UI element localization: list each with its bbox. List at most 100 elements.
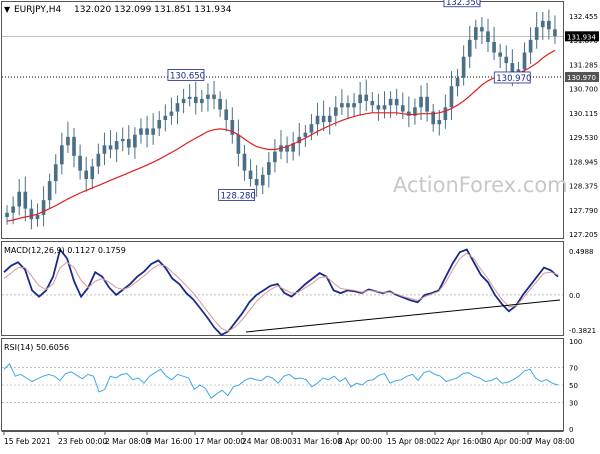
candle-body <box>224 109 229 120</box>
price-tick-label: 131.285 <box>569 61 598 69</box>
time-tick-label: 22 Apr 16:00 <box>435 437 484 446</box>
candle-body <box>394 98 399 106</box>
rsi-plot <box>2 363 563 403</box>
time-tick-label: 2 Mar 08:00 <box>105 437 151 446</box>
candle-body <box>443 107 448 120</box>
time-tick-label: 30 Apr 00:00 <box>482 437 531 446</box>
candle-body <box>516 69 521 74</box>
rsi-line <box>3 363 559 399</box>
candle-body <box>407 111 411 116</box>
price-annotation-box <box>493 71 531 84</box>
candle-body <box>114 141 119 150</box>
candle-body <box>431 111 436 125</box>
candle-body <box>382 105 387 110</box>
current-price-label: 131.934 <box>567 33 596 41</box>
candle-body <box>139 128 143 135</box>
price-tick-label: 128.945 <box>569 158 598 166</box>
candle-body <box>413 107 417 116</box>
candle-body <box>553 29 557 37</box>
candle-body <box>309 124 314 133</box>
candle-body <box>388 98 393 106</box>
candle-body <box>78 155 82 171</box>
rsi-title: RSI(14) 50.6056 <box>4 343 69 352</box>
candle-body <box>206 94 210 99</box>
candle-body <box>455 77 460 87</box>
macd-tick-label: 0.0 <box>569 292 580 300</box>
candle-body <box>29 208 34 220</box>
price-tick-label: 127.790 <box>569 207 598 215</box>
candle-body <box>72 136 76 156</box>
rsi-tick-label: 70 <box>569 364 578 372</box>
price-annotation-label: 128.280 <box>221 191 256 201</box>
candle-body <box>53 164 58 182</box>
candle-body <box>47 181 52 201</box>
macd-title: MACD(12,26,9) 0.1127 0.1759 <box>4 246 126 255</box>
symbol-dropdown-arrow[interactable]: ▼ <box>4 5 11 14</box>
candle-body <box>492 41 496 53</box>
candle-body <box>126 138 131 148</box>
rsi-panel-frame <box>1 338 564 431</box>
candle-body <box>340 103 344 108</box>
candle-body <box>120 138 125 142</box>
candle-body <box>285 145 289 152</box>
price-tick-label: 128.375 <box>569 183 598 191</box>
candle-body <box>108 145 113 150</box>
macd-plot <box>2 247 563 337</box>
candle-body <box>297 136 302 144</box>
price-plot: 130.650 128.280 132.350 130.970 <box>2 0 563 230</box>
candle-body <box>522 52 527 70</box>
price-annotation-label: 130.650 <box>170 71 205 81</box>
candle-body <box>266 162 271 175</box>
candle-body <box>315 115 320 125</box>
time-tick-label: 15 Apr 08:00 <box>387 437 436 446</box>
candle-body <box>212 94 216 99</box>
price-tick-label: 130.115 <box>569 110 598 118</box>
candle-body <box>236 134 241 154</box>
candle-body <box>66 136 70 146</box>
candle-body <box>23 191 28 209</box>
time-tick-label: 8 Apr 00:00 <box>338 437 382 446</box>
candle-body <box>96 153 101 167</box>
candle-body <box>230 120 235 135</box>
ohlc-readout: 132.020 132.099 131.851 131.934 <box>74 5 232 15</box>
macd-panel-frame <box>1 241 564 336</box>
candle-body <box>169 111 174 116</box>
price-annotation-label: 132.350 <box>446 0 481 8</box>
candle-body <box>400 105 405 112</box>
candle-body <box>5 212 9 218</box>
price-annotation-box <box>167 69 205 81</box>
candle-body <box>273 151 277 163</box>
candle-body <box>11 206 15 213</box>
price-annotation-box <box>443 0 481 8</box>
watermark: ActionForex.com <box>393 173 568 197</box>
time-tick-label: 15 Feb 2021 <box>4 437 51 446</box>
candle-body <box>534 27 539 40</box>
candle-body <box>498 52 502 57</box>
candle-body <box>461 56 466 78</box>
price-tick-label: 127.205 <box>569 231 598 239</box>
candle-body <box>425 96 429 112</box>
candle-body <box>218 98 222 110</box>
price-annotation-box <box>218 189 256 201</box>
candle-body <box>358 94 362 104</box>
candle-body <box>145 128 149 135</box>
candle-body <box>200 98 204 104</box>
candle-body <box>84 170 89 180</box>
time-tick-label: 9 Mar 16:00 <box>147 437 193 446</box>
macd-signal-line <box>3 252 559 332</box>
candle-body <box>419 96 423 108</box>
candle-body <box>510 63 515 74</box>
candle-body <box>41 200 46 215</box>
candle-body <box>327 115 332 123</box>
candle-body <box>260 174 265 186</box>
macd-tick-label: -0.3821 <box>569 327 596 335</box>
time-tick-label: 17 Mar 00:00 <box>195 437 245 446</box>
candle-body <box>157 120 162 129</box>
candle-body <box>254 179 259 186</box>
candle-body <box>17 191 22 207</box>
candle-body <box>60 145 64 165</box>
current-price-tag <box>565 31 599 42</box>
rsi-tick-label: 50 <box>569 382 578 390</box>
candle-body <box>486 31 490 42</box>
time-tick-label: 23 Feb 00:00 <box>58 437 107 446</box>
